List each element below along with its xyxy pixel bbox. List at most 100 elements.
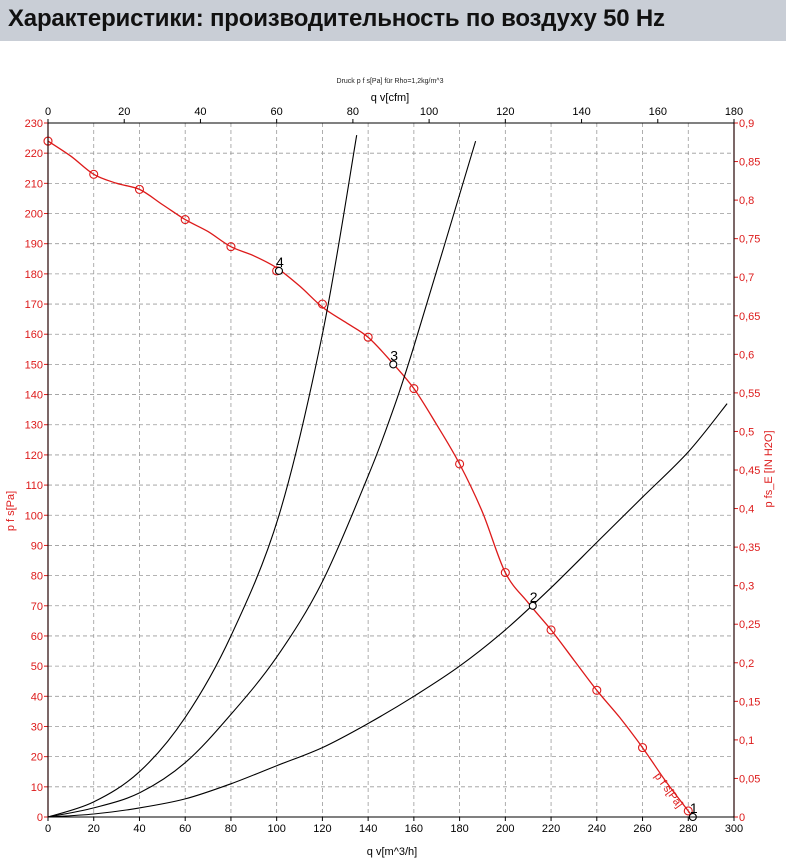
y-tick-label: 10: [31, 782, 43, 794]
y2-tick-label: 0,15: [739, 696, 760, 708]
y2-tick-label: 0,2: [739, 658, 754, 670]
y-tick-label: 190: [25, 239, 43, 251]
fan-curve-marker: [363, 332, 373, 342]
x2-tick-label: 180: [725, 106, 743, 118]
y-tick-label: 0: [37, 812, 43, 824]
y2-tick-label: 0: [739, 812, 745, 824]
fan-curve-marker: [546, 625, 556, 635]
y2-tick-label: 0,5: [739, 426, 754, 438]
fan-curve-marker: [683, 806, 693, 816]
operating-point-marker: [389, 360, 398, 369]
y-tick-label: 60: [31, 631, 43, 643]
operating-points: 4 3 2 1: [274, 254, 698, 822]
y2-tick-label: 0,9: [739, 118, 754, 130]
x-tick-label: 120: [313, 823, 331, 835]
x-tick-label: 40: [133, 823, 145, 835]
x-tick-label: 80: [225, 823, 237, 835]
x2-tick-label: 140: [572, 106, 590, 118]
y-tick-label: 220: [25, 148, 43, 160]
page-title: Характеристики: производительность по во…: [8, 5, 665, 32]
operating-point-label: 4: [276, 254, 284, 270]
y2-tick-label: 0,6: [739, 349, 754, 361]
x2-tick-label: 120: [496, 106, 514, 118]
x-tick-label: 20: [88, 823, 100, 835]
y-tick-label: 70: [31, 601, 43, 613]
x2-tick-label: 100: [420, 106, 438, 118]
right-axis-label: p fs_E [IN H2O]: [763, 430, 775, 507]
left-axis-label: p f s[Pa]: [5, 491, 17, 531]
y-tick-label: 30: [31, 721, 43, 733]
system-curve-line: [47, 135, 358, 818]
x2-tick-label: 40: [194, 106, 206, 118]
system-curve-line: [47, 403, 728, 818]
y2-tick-label: 0,1: [739, 735, 754, 747]
operating-point-marker: [528, 601, 537, 610]
y2-tick-label: 0,05: [739, 773, 760, 785]
x2-tick-label: 80: [347, 106, 359, 118]
x-tick-label: 260: [633, 823, 651, 835]
y2-tick-label: 0,4: [739, 504, 754, 516]
y-tick-label: 230: [25, 118, 43, 130]
fan-curve-annotation: p f s[Pa]: [652, 771, 685, 811]
x-tick-label: 280: [679, 823, 697, 835]
y2-tick-label: 0,25: [739, 619, 760, 631]
operating-point-label: 1: [690, 800, 698, 816]
x2-tick-label: 160: [649, 106, 667, 118]
y-tick-label: 210: [25, 178, 43, 190]
x-tick-label: 100: [267, 823, 285, 835]
x-tick-label: 0: [45, 823, 51, 835]
x-tick-label: 300: [725, 823, 743, 835]
y2-tick-label: 0,85: [739, 157, 760, 169]
y-tick-label: 100: [25, 510, 43, 522]
y2-tick-label: 0,3: [739, 581, 754, 593]
fan-curve-marker: [455, 459, 465, 469]
operating-point-label: 3: [390, 347, 398, 363]
markers: [43, 136, 693, 816]
y-tick-label: 130: [25, 420, 43, 432]
x2-tick-label: 0: [45, 106, 51, 118]
y-tick-label: 20: [31, 752, 43, 764]
x-tick-label: 60: [179, 823, 191, 835]
y-tick-label: 200: [25, 209, 43, 221]
system-curve-line: [47, 140, 477, 818]
y-tick-label: 50: [31, 661, 43, 673]
fan-curve-marker: [180, 215, 190, 225]
y-tick-label: 170: [25, 299, 43, 311]
x-tick-label: 180: [450, 823, 468, 835]
y-tick-label: 180: [25, 269, 43, 281]
x2-tick-label: 20: [118, 106, 130, 118]
fan-curve-marker: [592, 685, 602, 695]
bottom-axis-label: q v[m^3/h]: [367, 846, 417, 858]
y-tick-label: 110: [25, 480, 43, 492]
y2-tick-label: 0,55: [739, 388, 760, 400]
top-axis-label: q v[cfm]: [371, 92, 410, 104]
series: [47, 135, 728, 818]
x-tick-label: 220: [542, 823, 560, 835]
y2-tick-label: 0,65: [739, 311, 760, 323]
y-tick-label: 40: [31, 691, 43, 703]
operating-point-marker: [274, 266, 284, 275]
y-tick-label: 150: [25, 359, 43, 371]
y-tick-label: 90: [31, 540, 43, 552]
x-tick-label: 160: [405, 823, 423, 835]
y2-tick-label: 0,35: [739, 542, 760, 554]
y-tick-label: 140: [25, 390, 43, 402]
axis-ticks: 0 20 40 60 80 100 120 140 160 180 200 220 240 260 280 3…: [25, 106, 761, 835]
x2-tick-label: 60: [271, 106, 283, 118]
fan-curve-marker: [500, 568, 510, 578]
y2-tick-label: 0,8: [739, 195, 754, 207]
fan-curve-marker: [409, 383, 419, 394]
y2-tick-label: 0,45: [739, 465, 760, 477]
fan-curve-marker: [226, 242, 236, 252]
plot-frame: [47, 122, 735, 818]
page-header: Характеристики: производительность по во…: [0, 0, 786, 41]
fan-curve-marker: [637, 743, 648, 753]
chart-caption: Druck p f s[Pa] für Rho=1,2kg/m^3: [337, 78, 444, 85]
y2-tick-label: 0,7: [739, 272, 754, 284]
x-tick-label: 200: [496, 823, 514, 835]
performance-chart: Druck p f s[Pa] für Rho=1,2kg/m^3 q v[cf…: [5, 78, 775, 858]
fan-curve-marker: [317, 299, 327, 309]
operating-point-label: 2: [530, 589, 538, 605]
x-tick-label: 240: [588, 823, 606, 835]
fan-curve-line: [47, 140, 694, 818]
